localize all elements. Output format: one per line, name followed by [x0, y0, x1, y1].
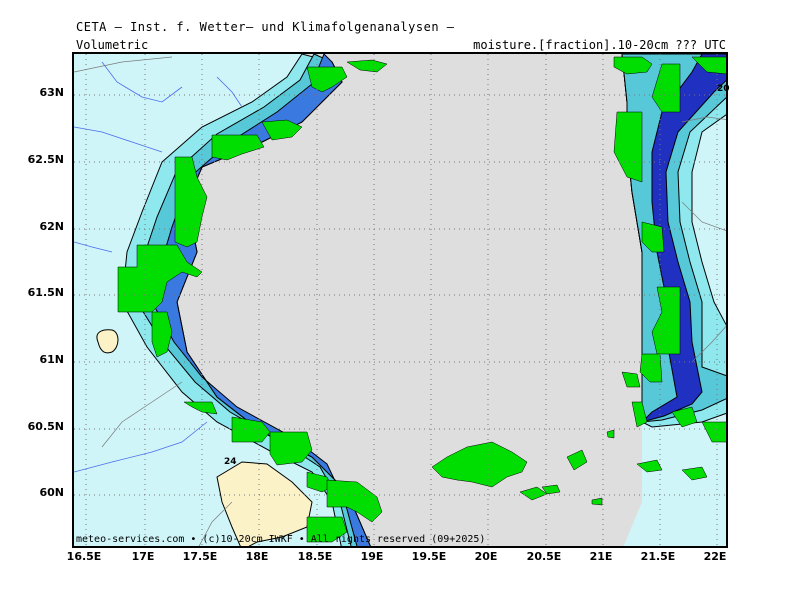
map-canvas: [74, 54, 726, 546]
sea-islands: [431, 429, 708, 506]
y-tick-label: 61N: [39, 353, 64, 366]
borders: [74, 56, 726, 546]
contour-label-20: 20: [717, 84, 730, 94]
x-tick-label: 19.5E: [411, 550, 447, 563]
high-moisture-area-island: [96, 329, 119, 354]
x-tick-label: 19E: [360, 550, 384, 563]
x-tick-label: 22E: [703, 550, 727, 563]
map-panel: [72, 52, 728, 548]
y-tick-label: 61.5N: [27, 286, 64, 299]
y-tick-label: 62N: [39, 220, 64, 233]
coast-cells-west: [117, 59, 388, 543]
sea-area: [177, 54, 642, 546]
x-tick-label: 17.5E: [182, 550, 218, 563]
chart-title: CETA — Inst. f. Wetter— und Klimafolgena…: [76, 20, 455, 34]
variable-label: Volumetric: [76, 38, 149, 52]
coast-cells-east: [613, 56, 726, 443]
copyright-notice: meteo-services.com • (c)10-20cm IWKF • A…: [76, 534, 486, 545]
x-tick-label: 18E: [245, 550, 269, 563]
x-tick-label: 18.5E: [297, 550, 333, 563]
rivers: [74, 61, 243, 473]
x-tick-label: 20.5E: [526, 550, 562, 563]
x-tick-label: 16.5E: [66, 550, 102, 563]
x-tick-label: 20E: [474, 550, 498, 563]
y-tick-label: 62.5N: [27, 153, 64, 166]
high-moisture-area-south: [216, 461, 313, 546]
y-tick-label: 60.5N: [27, 420, 64, 433]
x-tick-label: 17E: [131, 550, 155, 563]
x-tick-label: 21E: [589, 550, 613, 563]
y-tick-label: 63N: [39, 86, 64, 99]
variable-unit-label: moisture.[fraction].10-20cm ??? UTC: [473, 38, 726, 52]
contour-label-24: 24: [224, 457, 237, 467]
y-tick-label: 60N: [39, 486, 64, 499]
x-tick-label: 21.5E: [640, 550, 676, 563]
